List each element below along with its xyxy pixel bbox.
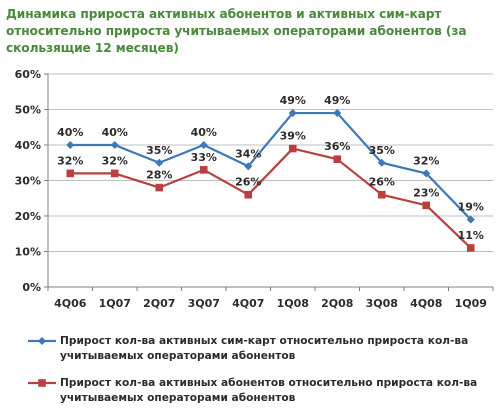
data-label: 35% [369,144,395,157]
data-label: 32% [413,154,439,167]
x-tick-label: 3Q08 [366,297,398,310]
axes [44,73,494,291]
y-tick-label: 50% [15,104,41,117]
legend-swatch-series-1 [28,336,56,346]
data-label: 35% [146,144,172,157]
data-label: 36% [324,140,350,153]
y-tick-label: 0% [22,281,41,294]
data-label: 11% [458,229,484,242]
data-label: 40% [191,126,217,139]
data-label: 49% [280,94,306,107]
data-point [288,144,297,153]
data-label: 32% [57,154,83,167]
y-axis-ticks: 0% 10% 20% 30% 40% 50% 60% [15,68,41,294]
data-point [66,140,75,150]
y-tick-label: 20% [15,210,41,223]
series-2 [66,144,475,252]
data-point [422,201,431,210]
data-point [110,169,119,178]
data-label: 19% [458,201,484,214]
legend-marker [38,379,46,387]
x-tick-label: 1Q07 [99,297,131,310]
x-axis-ticks: 4Q06 1Q07 2Q07 3Q07 4Q07 1Q08 2Q08 3Q08 4Q08 1Q09 [54,297,487,310]
data-point [377,190,386,199]
data-point [333,155,342,163]
x-tick-label: 1Q08 [277,297,309,310]
data-label: 26% [235,176,261,189]
y-tick-label: 30% [15,175,41,188]
data-point [199,140,208,150]
x-tick-label: 3Q07 [188,297,220,310]
x-tick-label: 4Q07 [232,297,264,310]
data-point [110,140,119,150]
data-label: 34% [235,147,261,160]
data-point [377,158,386,167]
data-label: 39% [280,130,306,143]
data-label: 23% [413,186,439,199]
legend-marker [37,336,47,346]
data-label: 49% [324,94,350,107]
data-point [199,166,208,174]
data-labels: 40% 40% 35% 40% 34% 49% 49% 35% 32% 19% 32% 32% 28% 3… [57,94,484,242]
data-label: 33% [191,151,217,164]
legend-swatch-series-2 [28,379,56,387]
x-tick-label: 1Q09 [455,297,487,310]
data-point [244,162,253,171]
data-point [155,158,164,167]
data-point [466,215,475,224]
data-point [288,109,297,118]
chart-title: Динамика прироста активных абонентов и а… [6,7,467,55]
x-tick-label: 4Q06 [54,297,87,310]
data-label: 32% [102,154,128,167]
y-tick-label: 40% [15,139,41,152]
data-point [155,183,164,192]
data-label: 28% [146,169,172,182]
series-1 [66,109,475,224]
gridlines [48,73,493,252]
data-point [66,169,75,178]
data-point [333,109,342,118]
x-tick-label: 4Q08 [410,297,442,310]
y-tick-label: 60% [15,68,41,81]
data-label: 40% [102,126,128,139]
y-tick-label: 10% [15,246,41,259]
series-lines [66,109,475,252]
series-line-1 [70,111,472,221]
data-point [422,169,431,178]
data-point [244,190,253,199]
legend-label-series-2: Прирост кол-ва активных абонентов относи… [60,377,478,404]
data-label: 40% [57,126,83,139]
series-line-2 [70,147,472,249]
x-tick-label: 2Q08 [321,297,353,310]
legend-label-series-1: Прирост кол-ва активных сим-карт относит… [60,335,469,362]
data-point [466,244,475,252]
x-tick-label: 2Q07 [143,297,175,310]
data-label: 26% [369,176,395,189]
